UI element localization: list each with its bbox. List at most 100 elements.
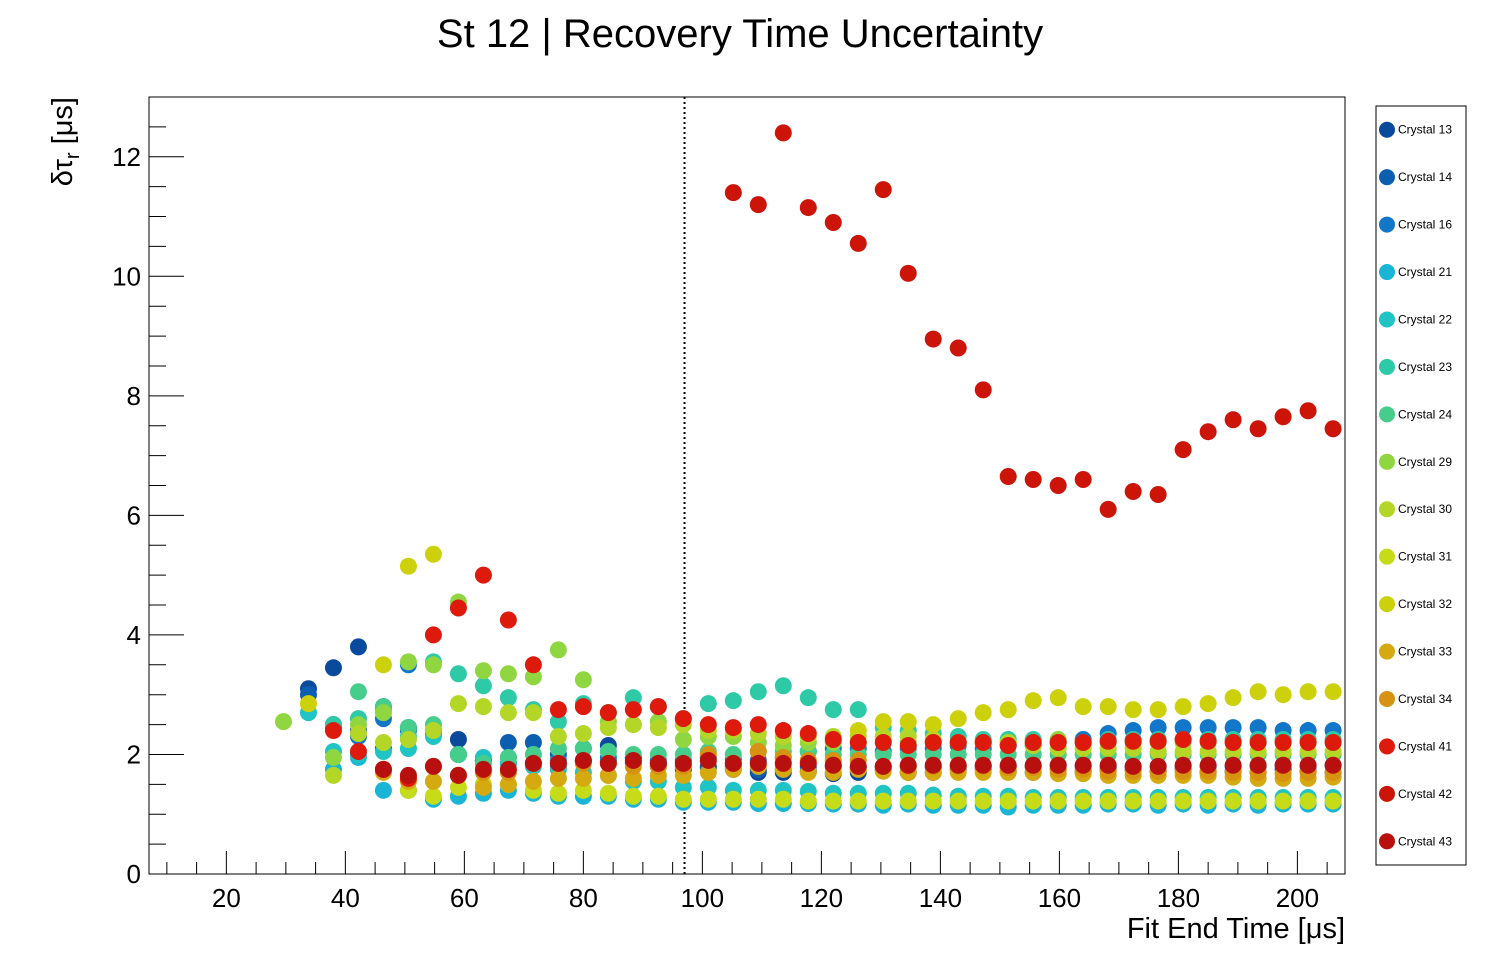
data-point	[524, 656, 542, 674]
data-point	[1024, 471, 1042, 489]
data-point	[1099, 500, 1117, 518]
data-point	[799, 754, 817, 772]
data-points	[274, 124, 1342, 816]
data-point	[874, 713, 892, 731]
data-point	[1274, 734, 1292, 752]
data-point	[424, 772, 442, 790]
legend-item: Crystal 21	[1379, 264, 1452, 281]
data-point	[949, 734, 967, 752]
data-point	[899, 736, 917, 754]
data-point	[599, 719, 617, 737]
data-point	[1324, 683, 1342, 701]
data-point	[674, 731, 692, 749]
data-point	[474, 662, 492, 680]
y-axis-label-main: δτ	[47, 159, 79, 187]
data-point	[424, 545, 442, 563]
data-point	[599, 704, 617, 722]
data-point	[1099, 732, 1117, 750]
data-point	[524, 754, 542, 772]
data-point	[449, 766, 467, 784]
legend-item: Crystal 23	[1379, 358, 1452, 375]
y-tick-label: 10	[112, 261, 141, 291]
data-point	[1224, 792, 1242, 810]
data-point	[524, 734, 542, 752]
data-point	[849, 734, 867, 752]
data-point	[699, 778, 717, 796]
data-point	[999, 736, 1017, 754]
data-point	[749, 716, 767, 734]
data-point	[1299, 683, 1317, 701]
data-point	[1124, 792, 1142, 810]
data-point	[399, 731, 417, 749]
data-point	[574, 725, 592, 743]
data-point	[699, 763, 717, 781]
legend-item: Crystal 22	[1379, 311, 1452, 328]
data-point	[849, 792, 867, 810]
data-point	[1274, 792, 1292, 810]
data-point	[749, 754, 767, 772]
series-crystal-31	[374, 760, 1342, 810]
data-point	[1024, 734, 1042, 752]
data-point	[1149, 757, 1167, 775]
data-point	[724, 719, 742, 737]
data-point	[574, 751, 592, 769]
data-point	[1149, 719, 1167, 737]
data-point	[649, 698, 667, 716]
data-point	[1224, 734, 1242, 752]
legend-item: Crystal 13	[1379, 121, 1452, 138]
legend-label: Crystal 32	[1398, 597, 1452, 611]
data-point	[874, 757, 892, 775]
data-point	[449, 778, 467, 796]
data-point	[1049, 689, 1067, 707]
series-crystal-32	[299, 545, 1342, 740]
legend-label: Crystal 22	[1398, 312, 1452, 326]
data-point	[1224, 411, 1242, 429]
data-point	[1224, 756, 1242, 774]
data-point	[649, 719, 667, 737]
data-point	[1199, 792, 1217, 810]
data-point	[399, 766, 417, 784]
data-point	[324, 722, 342, 740]
data-point	[1199, 695, 1217, 713]
legend-marker	[1379, 690, 1395, 707]
data-point	[574, 769, 592, 787]
data-point	[774, 754, 792, 772]
legend-item: Crystal 34	[1379, 690, 1452, 707]
data-point	[474, 778, 492, 796]
data-point	[1174, 792, 1192, 810]
legend-item: Crystal 42	[1379, 785, 1452, 802]
data-point	[549, 784, 567, 802]
data-point	[549, 701, 567, 719]
data-point	[474, 566, 492, 584]
data-point	[1099, 792, 1117, 810]
data-point	[324, 659, 342, 677]
legend-marker	[1379, 643, 1395, 660]
data-point	[599, 784, 617, 802]
data-point	[1074, 756, 1092, 774]
data-point	[449, 599, 467, 617]
data-point	[499, 611, 517, 629]
data-point	[1224, 689, 1242, 707]
data-point	[399, 719, 417, 737]
data-point	[474, 760, 492, 778]
legend-frame	[1375, 105, 1467, 866]
legend-label: Crystal 42	[1398, 787, 1452, 801]
data-point	[599, 754, 617, 772]
data-point	[624, 769, 642, 787]
x-tick-label: 100	[681, 883, 724, 913]
data-point	[399, 557, 417, 575]
data-point	[1299, 756, 1317, 774]
x-tick-label: 40	[331, 883, 360, 913]
data-point	[899, 713, 917, 731]
data-point	[724, 754, 742, 772]
data-point	[1199, 756, 1217, 774]
data-point	[549, 641, 567, 659]
legend-label: Crystal 16	[1398, 218, 1452, 232]
data-point	[1124, 732, 1142, 750]
data-point	[674, 790, 692, 808]
series-crystal-24	[349, 683, 1342, 772]
data-point	[824, 792, 842, 810]
data-point	[899, 792, 917, 810]
data-point	[899, 264, 917, 282]
